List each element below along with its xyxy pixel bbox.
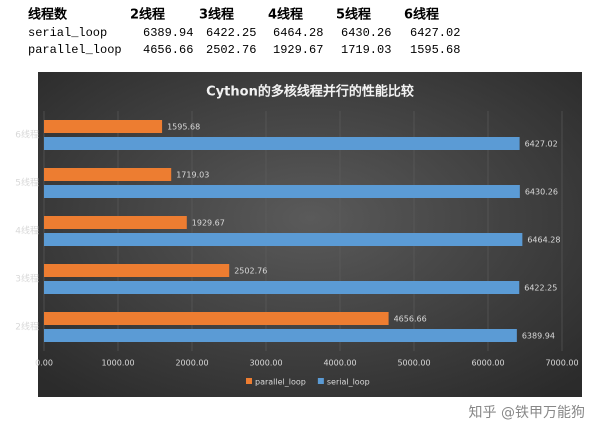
- value-label: 2502.76: [234, 267, 267, 276]
- x-tick-label: 6000.00: [471, 359, 504, 368]
- table-header-cell: 6线程: [404, 7, 439, 23]
- bar: [44, 329, 517, 342]
- table-cell: serial_loop: [28, 26, 107, 40]
- y-tick-label: 6线程: [15, 129, 39, 141]
- table-cell: 6464.28: [273, 26, 323, 40]
- table-header-cell: 4线程: [268, 7, 303, 23]
- table-header-cell: 3线程: [199, 7, 234, 23]
- value-label: 1719.03: [176, 171, 209, 180]
- legend-label: parallel_loop: [255, 378, 306, 387]
- value-label: 6427.02: [525, 140, 558, 149]
- table-cell: parallel_loop: [28, 43, 122, 57]
- table: 线程数 2线程 3线程 4线程 5线程 6线程 serial_loop 6389.94 6422…: [28, 7, 460, 58]
- watermark: 知乎 @铁甲万能狗: [469, 404, 585, 421]
- bar: [44, 185, 520, 198]
- table-cell: 6427.02: [410, 26, 460, 40]
- table-cell: 1595.68: [410, 43, 460, 57]
- table-cell: 1929.67: [273, 43, 323, 57]
- x-tick-label: 4000.00: [323, 359, 356, 368]
- table-cell: 6430.26: [341, 26, 391, 40]
- bar: [44, 137, 520, 150]
- table-cell: 2502.76: [206, 43, 256, 57]
- x-tick-label: 5000.00: [397, 359, 430, 368]
- value-label: 6389.94: [522, 332, 555, 341]
- x-tick-label: 3000.00: [249, 359, 282, 368]
- bar: [44, 312, 389, 325]
- bar: [44, 264, 230, 277]
- value-label: 6430.26: [525, 188, 558, 197]
- x-tick-label: 2000.00: [175, 359, 208, 368]
- legend-label: serial_loop: [327, 378, 370, 387]
- bar: [44, 216, 187, 229]
- bar: [44, 120, 163, 133]
- table-cell: 6389.94: [143, 26, 193, 40]
- y-tick-label: 2线程: [15, 321, 39, 333]
- table-cell: 6422.25: [206, 26, 256, 40]
- x-tick-label: 7000.00: [545, 359, 578, 368]
- table-header-cell: 线程数: [28, 7, 68, 23]
- chart-title: Cython的多核线程并行的性能比较: [206, 84, 414, 100]
- value-label: 4656.66: [394, 315, 427, 324]
- x-tick-label: 1000.00: [101, 359, 134, 368]
- table-cell: 1719.03: [341, 43, 391, 57]
- value-label: 6464.28: [527, 236, 560, 245]
- table-cell: 4656.66: [143, 43, 193, 57]
- table-header-cell: 5线程: [336, 7, 371, 23]
- bar: [44, 281, 520, 294]
- bar: [44, 168, 172, 181]
- bar: [44, 233, 523, 246]
- chart: 0.00 1000.00 2000.00 3000.00 4000.00 5000.00 6…: [15, 111, 579, 387]
- legend-swatch: [317, 378, 324, 384]
- value-label: 6422.25: [524, 284, 557, 293]
- table-header-cell: 2线程: [130, 7, 165, 23]
- value-label: 1929.67: [192, 219, 225, 228]
- legend-swatch: [246, 378, 252, 384]
- x-tick-label: 0.00: [35, 359, 53, 368]
- y-tick-label: 4线程: [15, 225, 39, 237]
- value-label: 1595.68: [167, 123, 200, 132]
- y-tick-label: 3线程: [15, 273, 39, 285]
- y-tick-label: 5线程: [15, 177, 39, 189]
